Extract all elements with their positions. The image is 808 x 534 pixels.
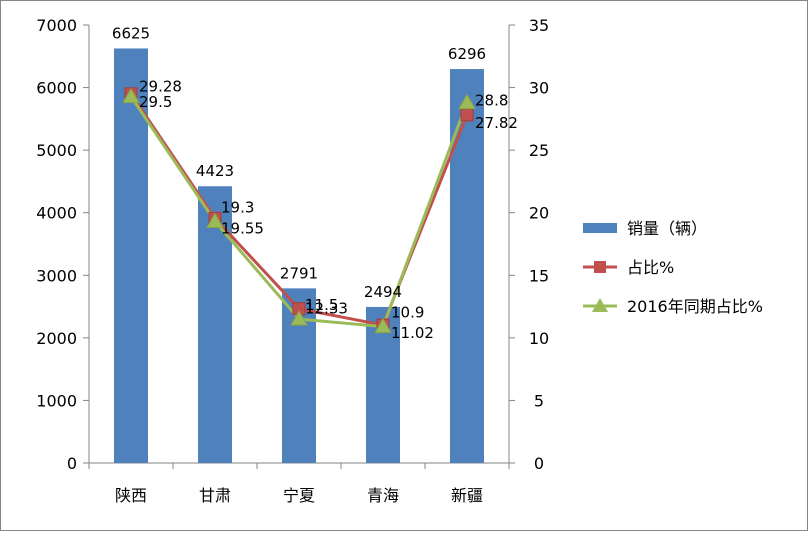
bar-value-label: 6296 — [448, 45, 486, 63]
y-right-tick-label: 5 — [534, 391, 544, 410]
data-labels: 6625 4423 2791 2494 6296 29.5 19.55 12.33 11.02 2… — [112, 24, 518, 342]
share-2016-value-label: 10.9 — [391, 304, 424, 322]
share-2016-marker — [122, 87, 140, 104]
bar-value-label: 2791 — [280, 264, 318, 282]
share-2016-value-label: 11.5 — [305, 296, 338, 314]
share-value-label: 19.55 — [221, 219, 264, 237]
legend-swatch-marker — [592, 298, 608, 312]
y-left-tick-label: 7000 — [36, 16, 77, 35]
bar-value-label: 6625 — [112, 24, 150, 42]
y-right-tick-label: 10 — [529, 329, 549, 348]
x-category-label: 新疆 — [451, 486, 483, 505]
y-left-tick-label: 3000 — [36, 266, 77, 285]
share-value-label: 29.5 — [139, 93, 172, 111]
legend-label: 占比% — [627, 258, 674, 277]
share-2016-marker — [458, 93, 476, 110]
bar-value-label: 4423 — [196, 162, 234, 180]
axes: 0 1000 2000 3000 4000 5000 6000 7000 0 5 10 15 20 25 3… — [36, 16, 549, 505]
share-2016-marker — [374, 317, 392, 334]
share-2016-marker — [290, 310, 308, 326]
y-right-tick-label: 15 — [529, 266, 549, 285]
y-right-tick-label: 0 — [534, 454, 544, 473]
y-left-tick-label: 2000 — [36, 329, 77, 348]
legend-label: 2016年同期占比% — [627, 297, 763, 316]
x-category-label: 青海 — [367, 486, 399, 505]
line-series — [122, 87, 476, 334]
legend: 销量（辆） 占比% 2016年同期占比% — [583, 219, 763, 316]
share-2016-marker — [206, 212, 224, 228]
y-right-tick-label: 20 — [529, 204, 549, 223]
y-left-tick-label: 4000 — [36, 204, 77, 223]
x-category-label: 陕西 — [115, 486, 147, 505]
y-right-tick-label: 30 — [529, 79, 549, 98]
y-left-tick-label: 0 — [67, 454, 77, 473]
share-2016-value-label: 19.3 — [221, 198, 254, 216]
share-2016-value-label: 28.8 — [475, 92, 508, 110]
bar-value-label: 2494 — [364, 283, 402, 301]
x-category-label: 宁夏 — [283, 486, 315, 505]
share-value-label: 12.33 — [305, 300, 348, 318]
share-value-label: 27.82 — [475, 114, 518, 132]
legend-swatch-marker — [594, 261, 606, 273]
y-left-tick-label: 1000 — [36, 391, 77, 410]
share-value-label: 11.02 — [391, 324, 434, 342]
bar — [114, 48, 148, 463]
y-right-tick-label: 35 — [529, 16, 549, 35]
x-category-label: 甘肃 — [199, 486, 231, 505]
y-right-tick-label: 25 — [529, 141, 549, 160]
legend-label: 销量（辆） — [627, 219, 707, 238]
legend-swatch-bar — [583, 223, 617, 233]
share-2016-value-label: 29.28 — [139, 78, 182, 96]
y-left-tick-label: 6000 — [36, 79, 77, 98]
y-left-tick-label: 5000 — [36, 141, 77, 160]
share-marker — [460, 108, 474, 122]
